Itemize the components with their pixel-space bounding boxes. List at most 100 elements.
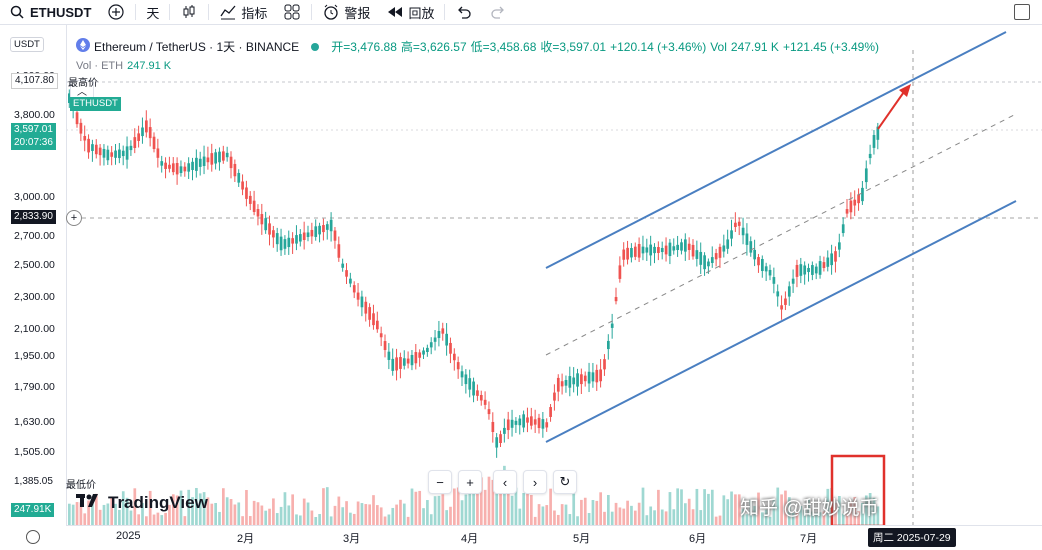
volume-bar bbox=[687, 498, 691, 525]
zoom-controls: − + bbox=[428, 470, 482, 494]
volume-bar bbox=[549, 488, 552, 525]
volume-bar bbox=[187, 489, 191, 525]
candle-body bbox=[857, 194, 860, 204]
candle-body bbox=[252, 200, 256, 212]
volume-bar bbox=[533, 516, 537, 525]
volume-bar bbox=[741, 509, 745, 525]
candle-body bbox=[734, 222, 737, 228]
volume-bar bbox=[660, 509, 664, 525]
high-note: 最高价 bbox=[68, 78, 98, 89]
candle-body bbox=[533, 419, 537, 425]
time-tag: 20:07:36 bbox=[11, 136, 56, 150]
tradingview-logo[interactable]: TradingView bbox=[76, 492, 208, 513]
price-axis[interactable]: USDT 4,200.003,800.003,000.002,700.002,5… bbox=[0, 25, 67, 525]
volume-bar bbox=[699, 510, 703, 525]
candle-body bbox=[314, 226, 318, 237]
volume-bar bbox=[510, 495, 514, 525]
volume-bar bbox=[272, 498, 275, 525]
volume-bar bbox=[429, 514, 433, 525]
alarm-clock-icon bbox=[322, 3, 340, 21]
zoom-out-button[interactable]: − bbox=[428, 470, 452, 494]
candle-body bbox=[487, 409, 491, 415]
settings-gear-icon[interactable] bbox=[26, 530, 40, 544]
candle-body bbox=[352, 285, 356, 293]
layouts-button[interactable] bbox=[275, 0, 309, 24]
volume-bar bbox=[410, 488, 414, 525]
scroll-left-button[interactable]: ‹ bbox=[493, 470, 517, 494]
candle-body bbox=[649, 244, 653, 256]
volume-bar bbox=[341, 507, 345, 525]
redo-button[interactable] bbox=[481, 0, 515, 24]
volume-bar bbox=[426, 500, 429, 525]
toolbar-divider bbox=[444, 4, 446, 20]
alert-button[interactable]: 警报 bbox=[314, 0, 378, 24]
price-axis-label: 2,100.00 bbox=[14, 323, 55, 335]
x-label-jul: 7月 bbox=[800, 533, 818, 545]
cursor-date-tag: 周二 2025-07-29 bbox=[868, 528, 956, 547]
volume-bar bbox=[710, 489, 714, 525]
time-axis[interactable]: 2025 2月 3月 4月 5月 6月 7月 周二 2025-07-29 bbox=[66, 525, 1042, 550]
candle-body bbox=[114, 150, 117, 158]
candle-body bbox=[275, 233, 279, 245]
zoom-in-button[interactable]: + bbox=[458, 470, 482, 494]
rewind-icon bbox=[386, 3, 404, 21]
candle-body bbox=[510, 419, 514, 428]
candle-body bbox=[399, 357, 402, 369]
add-alert-plus-icon[interactable]: + bbox=[66, 210, 82, 226]
volume-bar bbox=[299, 515, 302, 525]
candle-body bbox=[410, 354, 414, 366]
price-axis-label: 2,500.00 bbox=[14, 259, 55, 271]
volume-bar bbox=[248, 516, 252, 525]
reset-chart-button[interactable]: ↻ bbox=[553, 470, 577, 494]
candle-body bbox=[722, 245, 726, 252]
candle-body bbox=[79, 122, 83, 134]
volume-bar bbox=[637, 502, 641, 525]
scroll-right-button[interactable]: › bbox=[523, 470, 547, 494]
price-axis-label: 2,700.00 bbox=[14, 230, 55, 242]
volume-bar bbox=[626, 500, 629, 525]
candle-body bbox=[595, 369, 599, 383]
volume-bar bbox=[275, 513, 279, 525]
chart-type-button[interactable] bbox=[172, 0, 206, 24]
volume-bar bbox=[607, 494, 610, 525]
candle-body bbox=[653, 246, 656, 254]
volume-bar bbox=[483, 489, 487, 525]
candle-body bbox=[191, 161, 194, 171]
candle-body bbox=[449, 342, 452, 354]
volume-bar bbox=[580, 499, 583, 525]
candle-body bbox=[391, 358, 395, 371]
candle-body bbox=[349, 278, 352, 284]
volume-bar bbox=[814, 512, 818, 525]
layout-grid-icon bbox=[283, 3, 301, 21]
symbol-search[interactable]: ETHUSDT bbox=[0, 0, 99, 24]
replay-button[interactable]: 回放 bbox=[378, 0, 442, 24]
volume-bar bbox=[75, 502, 79, 525]
interval-button[interactable]: 天 bbox=[138, 0, 167, 24]
currency-badge[interactable]: USDT bbox=[10, 37, 44, 52]
indicators-button[interactable]: 指标 bbox=[211, 0, 275, 24]
candle-body bbox=[749, 241, 753, 253]
volume-bar bbox=[314, 516, 318, 525]
compare-button[interactable] bbox=[99, 0, 133, 24]
candle-body bbox=[645, 247, 649, 253]
candle-body bbox=[283, 239, 287, 249]
maximize-icon[interactable] bbox=[1014, 4, 1030, 20]
legend-open: 开=3,476.88 bbox=[331, 40, 397, 54]
trend-arrow bbox=[877, 88, 907, 130]
volume-bar bbox=[145, 516, 148, 525]
candle-body bbox=[572, 377, 576, 385]
candle-body bbox=[299, 234, 302, 242]
candle-body bbox=[183, 166, 187, 172]
volume-bar bbox=[202, 492, 206, 525]
price-chart[interactable] bbox=[66, 25, 1042, 525]
candle-body bbox=[556, 377, 560, 392]
volume-bar bbox=[318, 514, 321, 525]
candle-body bbox=[133, 137, 137, 148]
volume-bar bbox=[506, 489, 510, 525]
candle-body bbox=[187, 163, 191, 172]
volume-bar bbox=[664, 511, 668, 525]
brand-name: TradingView bbox=[108, 492, 208, 512]
low-tag: 1,385.05 bbox=[14, 476, 53, 487]
undo-button[interactable] bbox=[447, 0, 481, 24]
volume-bar bbox=[476, 484, 479, 525]
